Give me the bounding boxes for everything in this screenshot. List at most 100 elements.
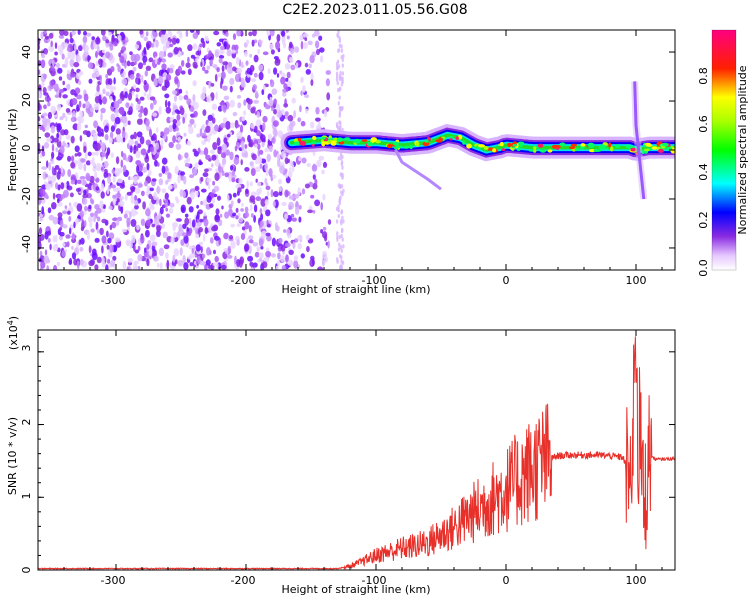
noise-speckle: [341, 172, 344, 178]
noise-speckle: [340, 190, 343, 195]
noise-speckle: [136, 131, 143, 138]
noise-speckle: [62, 189, 69, 198]
noise-speckle: [137, 254, 143, 262]
noise-speckle: [340, 161, 343, 167]
noise-speckle: [76, 203, 83, 212]
noise-speckle: [256, 111, 261, 118]
noise-speckle: [74, 87, 81, 94]
signal-blob: [387, 143, 393, 149]
noise-speckle: [162, 44, 168, 53]
noise-speckle: [129, 145, 133, 153]
noise-speckle: [138, 112, 143, 118]
noise-speckle: [213, 185, 220, 192]
noise-speckle: [172, 122, 177, 130]
noise-speckle: [59, 145, 65, 154]
noise-speckle: [88, 78, 93, 84]
noise-speckle: [141, 74, 144, 83]
noise-speckle: [149, 146, 154, 153]
noise-speckle: [266, 30, 271, 36]
noise-speckle: [109, 224, 113, 231]
signal-blob: [644, 142, 652, 146]
noise-speckle: [158, 106, 162, 115]
noise-speckle: [341, 57, 344, 63]
noise-speckle: [129, 211, 132, 220]
noise-speckle: [204, 264, 208, 270]
noise-speckle: [134, 249, 140, 254]
noise-speckle: [59, 116, 64, 121]
noise-speckle: [145, 208, 151, 217]
noise-speckle: [38, 116, 41, 122]
noise-speckle: [300, 40, 304, 50]
colorbar-tick-label: 0.8: [697, 67, 710, 85]
noise-speckle: [189, 253, 196, 259]
noise-speckle: [258, 71, 264, 81]
noise-speckle: [280, 76, 286, 85]
noise-speckle: [256, 246, 261, 253]
signal-blob: [396, 145, 403, 148]
noise-speckle: [140, 218, 145, 226]
noise-speckle: [178, 88, 183, 94]
noise-speckle: [46, 265, 50, 270]
noise-speckle: [232, 212, 237, 217]
figure-title: C2E2.2023.011.05.56.G08: [282, 2, 467, 18]
noise-speckle: [291, 97, 296, 104]
noise-speckle: [43, 104, 47, 110]
noise-speckle: [320, 202, 324, 211]
noise-speckle: [77, 152, 82, 157]
noise-speckle: [304, 62, 309, 68]
noise-speckle: [248, 239, 254, 244]
bottom-panel-frame: [37, 329, 676, 571]
signal-blob: [501, 148, 506, 152]
noise-speckle: [314, 199, 321, 207]
noise-speckle: [133, 262, 138, 270]
noise-speckle: [277, 130, 284, 138]
noise-speckle: [134, 187, 141, 194]
noise-speckle: [121, 130, 126, 138]
noise-speckle: [190, 101, 196, 107]
noise-speckle: [302, 42, 308, 49]
noise-speckle: [327, 240, 330, 249]
noise-speckle: [144, 247, 147, 253]
noise-speckle: [170, 265, 176, 270]
noise-speckle: [244, 167, 250, 172]
noise-speckle: [142, 166, 148, 173]
noise-speckle: [179, 107, 185, 116]
noise-speckle: [100, 142, 106, 150]
noise-speckle: [240, 208, 245, 212]
noise-speckle: [254, 166, 261, 173]
noise-speckle: [251, 78, 257, 83]
noise-speckle: [100, 191, 105, 199]
noise-speckle: [158, 178, 164, 186]
noise-speckle: [252, 84, 257, 91]
noise-speckle: [201, 188, 207, 193]
noise-speckle: [279, 70, 283, 75]
noise-speckle: [243, 51, 248, 57]
noise-speckle: [41, 196, 45, 205]
noise-speckle: [220, 152, 226, 159]
noise-speckle: [72, 123, 79, 131]
noise-speckle: [191, 247, 194, 255]
noise-speckle: [84, 124, 89, 129]
noise-speckle: [220, 80, 223, 90]
noise-speckle: [260, 213, 264, 221]
noise-speckle: [83, 163, 87, 172]
noise-speckle: [65, 134, 71, 140]
noise-speckle: [265, 251, 271, 258]
noise-speckle: [265, 168, 269, 177]
noise-speckle: [244, 206, 249, 214]
noise-speckle: [99, 74, 103, 84]
noise-speckle: [313, 30, 320, 37]
noise-speckle: [76, 122, 82, 131]
noise-speckle: [185, 231, 192, 237]
noise-speckle: [237, 187, 242, 193]
noise-speckle: [55, 122, 58, 128]
noise-speckle: [254, 125, 258, 133]
noise-speckle: [104, 134, 109, 141]
noise-speckle: [144, 180, 148, 187]
signal-blob: [610, 146, 614, 152]
noise-speckle: [316, 48, 320, 56]
noise-speckle: [166, 259, 170, 268]
noise-speckle: [286, 35, 290, 40]
noise-speckle: [66, 241, 70, 248]
noise-speckle: [182, 232, 187, 237]
